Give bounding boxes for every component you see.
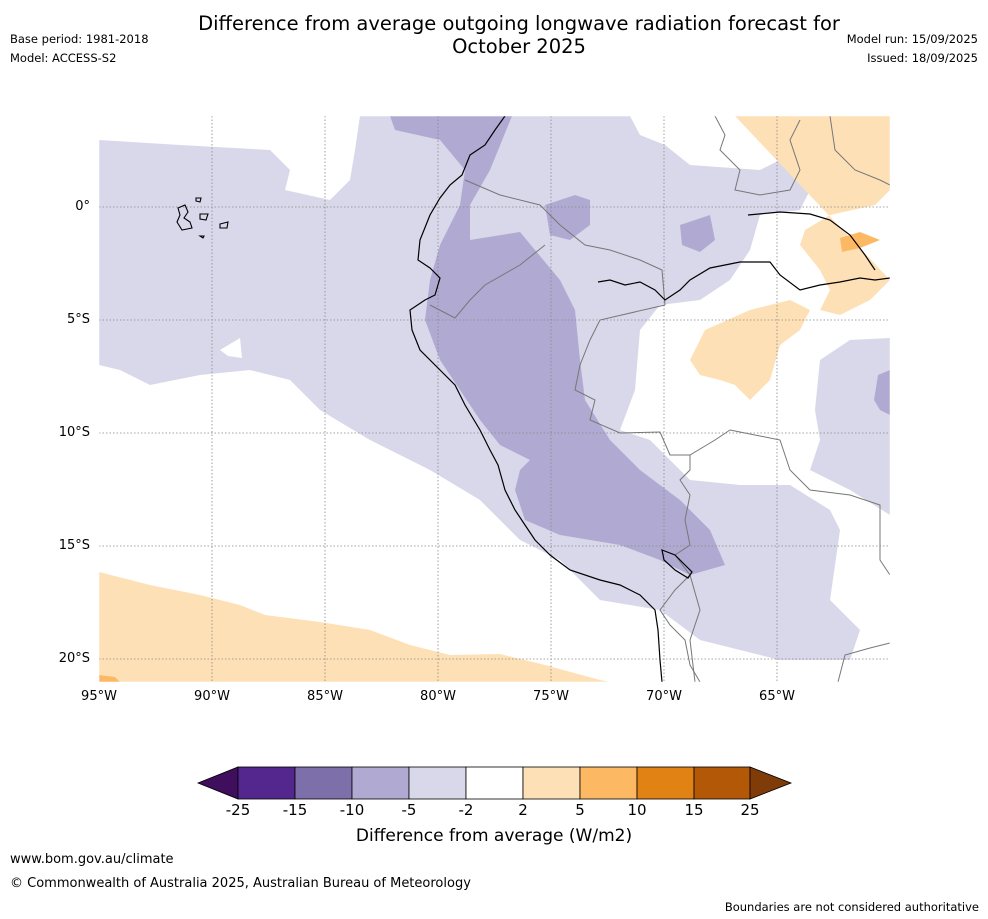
anomaly-region-orange bbox=[840, 232, 880, 252]
border-chile-argentina bbox=[689, 574, 701, 682]
footer-disclaimer: Boundaries are not considered authoritat… bbox=[724, 900, 979, 914]
colorbar-label-2: 2 bbox=[518, 801, 528, 819]
border-colombia-ecuador-peru bbox=[464, 179, 666, 306]
lat-label-10s: 10°S bbox=[58, 425, 90, 440]
model-text: Model: ACCESS-S2 bbox=[10, 51, 117, 65]
base-period-text: Base period: 1981-2018 bbox=[10, 32, 149, 46]
anomaly-region-light-orange-sw bbox=[99, 572, 610, 682]
lake-titicaca bbox=[661, 549, 693, 579]
colorbar-label-minus25: -25 bbox=[225, 801, 251, 819]
lat-label-15s: 15°S bbox=[58, 538, 90, 553]
meta-right: Model run: 15/09/2025 Issued: 18/09/2025 bbox=[847, 30, 978, 68]
lon-label-95w: 95°W bbox=[81, 689, 117, 704]
lat-label-0: 0° bbox=[75, 199, 90, 214]
island-isabela bbox=[176, 204, 193, 231]
colorbar-label-minus2: -2 bbox=[458, 801, 474, 819]
country-borders bbox=[429, 116, 890, 682]
colorbar-label-5: 5 bbox=[575, 801, 585, 819]
anomaly-region-medium-purple-east bbox=[874, 370, 890, 415]
colorbar-bin-2 bbox=[294, 766, 353, 800]
colorbar-bin-5 bbox=[465, 766, 524, 800]
colorbar-label-25: 25 bbox=[740, 801, 760, 819]
colorbar-label-10: 10 bbox=[627, 801, 647, 819]
lat-label-5s: 5°S bbox=[66, 312, 90, 327]
lon-label-85w: 85°W bbox=[307, 689, 343, 704]
anomaly-region-medium-purple bbox=[390, 116, 725, 575]
lon-label-90w: 90°W bbox=[194, 689, 230, 704]
border-argentina-paraguay bbox=[837, 642, 890, 682]
map-title-line2: October 2025 bbox=[452, 35, 586, 58]
colorbar-label-15: 15 bbox=[684, 801, 704, 819]
map-frame bbox=[98, 115, 891, 683]
coastline-pacific bbox=[409, 116, 663, 682]
colorbar-bin-9 bbox=[693, 766, 751, 800]
issued-text: Issued: 18/09/2025 bbox=[867, 51, 978, 65]
colorbar-bin-6 bbox=[522, 766, 581, 800]
footer-url[interactable]: www.bom.gov.au/climate bbox=[10, 852, 174, 867]
border-bolivia-brazil bbox=[729, 429, 890, 576]
colorbar-bin-8 bbox=[636, 766, 695, 800]
map-title: Difference from average outgoing longwav… bbox=[0, 12, 988, 58]
colorbar-bin-1 bbox=[237, 766, 296, 800]
lon-label-80w: 80°W bbox=[420, 689, 456, 704]
island-santiago bbox=[195, 197, 202, 203]
model-run-text: Model run: 15/09/2025 bbox=[846, 32, 978, 46]
lon-label-70w: 70°W bbox=[646, 689, 682, 704]
colorbar-extend-low bbox=[196, 766, 239, 800]
coastlines bbox=[409, 116, 890, 682]
river-amazon bbox=[597, 261, 890, 301]
colorbar-bin-3 bbox=[351, 766, 410, 800]
border-peru-bolivia bbox=[674, 455, 691, 576]
river-negro bbox=[747, 211, 876, 271]
footer-copyright: © Commonwealth of Australia 2025, Austra… bbox=[10, 876, 471, 891]
anomaly-hole-west bbox=[220, 338, 242, 358]
colorbar-label-minus15: -15 bbox=[282, 801, 308, 819]
lon-label-65w: 65°W bbox=[759, 689, 795, 704]
colorbar-label-minus5: -5 bbox=[401, 801, 417, 819]
map-fill-layer bbox=[99, 116, 890, 682]
anomaly-region-light-orange-center bbox=[690, 300, 810, 400]
lat-label-20s: 20°S bbox=[58, 651, 90, 666]
colorbar bbox=[196, 766, 793, 800]
anomaly-region-orange-sw bbox=[99, 675, 120, 682]
border-ecuador-peru bbox=[429, 244, 546, 319]
island-santa-cruz bbox=[199, 213, 209, 221]
gridlines bbox=[99, 116, 890, 682]
border-colombia-venezuela bbox=[714, 116, 801, 196]
anomaly-region-medium-purple-central bbox=[545, 195, 590, 240]
island-san-cristobal bbox=[219, 221, 229, 229]
anomaly-region-medium-purple-north bbox=[680, 215, 715, 252]
galapagos-islands bbox=[176, 197, 229, 239]
colorbar-title: Difference from average (W/m2) bbox=[355, 826, 633, 846]
lon-label-75w: 75°W bbox=[533, 689, 569, 704]
anomaly-region-light-purple-east bbox=[810, 338, 890, 515]
colorbar-label-minus10: -10 bbox=[339, 801, 365, 819]
island-espanola bbox=[198, 235, 205, 239]
map-title-line1: Difference from average outgoing longwav… bbox=[198, 12, 840, 35]
border-venezuela-guyana bbox=[829, 116, 890, 186]
colorbar-bin-4 bbox=[408, 766, 467, 800]
border-bolivia-chile bbox=[659, 574, 701, 682]
colorbar-extend-high bbox=[749, 766, 793, 800]
colorbar-bin-7 bbox=[579, 766, 638, 800]
meta-left: Base period: 1981-2018 Model: ACCESS-S2 bbox=[10, 30, 149, 68]
